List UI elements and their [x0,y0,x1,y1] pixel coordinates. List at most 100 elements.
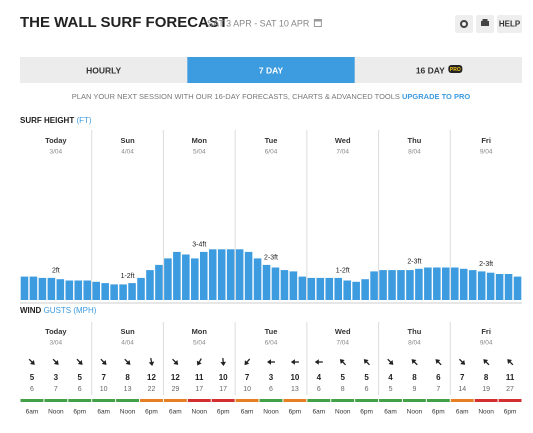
wind-speed: 6 [436,373,441,382]
settings-button[interactable] [455,15,473,33]
tab-label: HOURLY [86,65,121,75]
arrow-head [101,360,107,365]
surf-bar [424,267,432,300]
help-button[interactable]: HELP [497,15,522,33]
surf-bar [164,258,172,300]
surf-bar [155,264,163,300]
surf-bar [280,270,289,300]
arrow-head [220,361,226,366]
time-label: 6pm [504,409,517,416]
wind-speed: 10 [219,373,228,382]
wind-rating [211,399,235,402]
calendar-icon [313,19,322,27]
surf-bar [74,280,83,300]
wind-gust: 10 [243,386,251,393]
arrow-head [196,360,202,366]
promo: PLAN YOUR NEXT SESSION WITH OUR 16-DAY F… [72,92,471,101]
time-label: Noon [192,409,208,416]
surf-bar [513,276,522,300]
wind-gust: 10 [100,386,108,393]
day-date: 9/04 [480,149,493,156]
upgrade-link[interactable]: UPGRADE TO PRO [402,92,470,101]
surf-bar [271,267,280,300]
surf-bar [226,249,235,300]
surf-bar [119,284,127,300]
day-label: Mon [192,327,208,336]
arrow-head [244,360,250,366]
wind-speed: 5 [78,373,83,382]
time-label: 6am [456,409,469,416]
surf-bar [316,277,325,300]
day-date: 3/04 [50,149,63,156]
arrow-head [267,359,271,365]
surf-bar [182,254,190,300]
time-label: Noon [48,409,64,416]
time-label: 6pm [289,409,302,416]
pro-badge [448,65,463,73]
surf-bar [83,280,92,300]
surf-bar [397,270,405,300]
wind-rating [283,399,307,402]
tab-label: 16 DAY [416,65,445,75]
wind-arrow [314,359,323,365]
wind-gust: 22 [148,386,156,393]
time-label: 6pm [145,409,158,416]
surf-bar [235,249,244,300]
wind-rating [20,399,44,402]
wind-gust: 14 [458,386,466,393]
surf-bar [65,280,74,300]
day-date: 5/04 [193,340,206,347]
day-label: Thu [408,136,422,145]
title: THE WALL SURF FORECAST [20,14,228,31]
wind-arrow [267,359,275,365]
wind-gust: 17 [219,386,227,393]
tab[interactable]: 7 DAY [187,57,355,83]
surf-bar [433,267,441,300]
day-label: Mon [192,136,208,145]
tab[interactable]: 16 DAY PRO [416,65,463,75]
wind-speed: 4 [317,373,322,382]
surf-label: 2-3ft [264,255,278,262]
surf-bar [334,277,343,300]
surf-bar [262,264,271,300]
wind-arrow [124,358,131,365]
wind-rating [355,399,379,402]
day-label: Thu [408,327,422,336]
time-label: 6am [26,409,39,416]
surf-bar [56,279,65,300]
print-button[interactable] [476,15,494,33]
wind-gust: 6 [269,386,273,393]
day-label: Tue [265,136,278,145]
wind-gust: 13 [291,386,299,393]
day-date: 6/04 [265,340,278,347]
wind-arrow [76,358,83,365]
wind-arrow [244,358,251,366]
wind-speed: 11 [195,373,204,382]
tab-active-bg [187,57,355,83]
wind-gust: 7 [54,386,58,393]
wind-speed: 12 [147,373,156,382]
surf-unit: (FT) [76,116,91,125]
surf-bar [459,268,468,300]
wind-arrow [435,359,442,366]
promo-text: PLAN YOUR NEXT SESSION WITH OUR 16-DAY F… [72,92,400,101]
surf-bar [370,271,378,300]
arrow-head [435,359,441,364]
surf-label: 1-2ft [121,273,135,280]
tab[interactable]: HOURLY [86,65,121,75]
surf-bar [325,277,334,300]
surf-bar [343,280,351,300]
wind-speed: 11 [506,373,515,382]
surf-bar [495,274,504,300]
day-label: Today [45,327,67,336]
day-date: 7/04 [336,149,349,156]
wind-gust: 6 [78,386,82,393]
wind-speed: 8 [412,373,417,382]
wind-arrow [28,358,35,365]
surf-bar [289,271,298,300]
wind-arrow [339,359,347,366]
time-label: 6pm [432,409,445,416]
arrow-head [388,360,394,365]
arrow-head [460,360,466,365]
